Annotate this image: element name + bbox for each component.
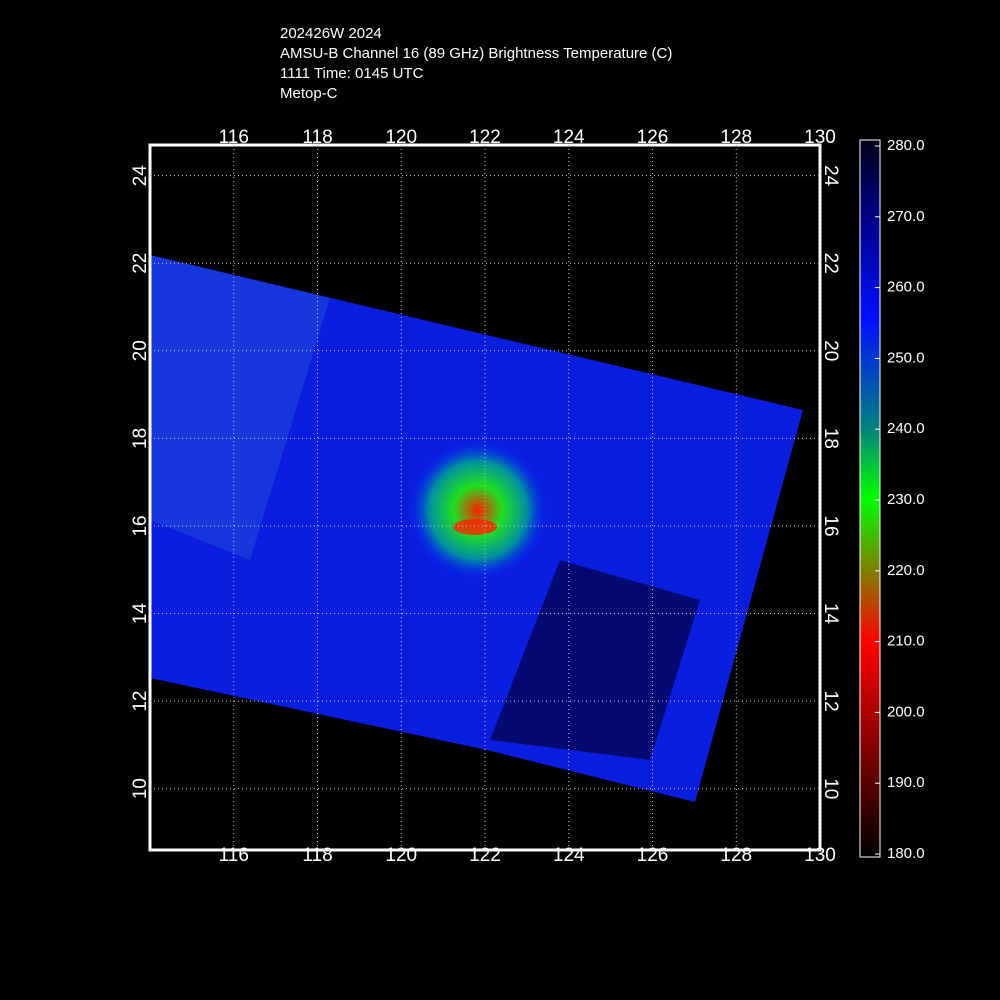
lat-tick-label: 18 [820, 428, 841, 449]
cold-area [490, 560, 700, 760]
lat-tick-label: 22 [130, 253, 151, 274]
lon-tick-label: 128 [720, 845, 752, 866]
swath-shade [150, 255, 330, 560]
lat-tick-label: 14 [820, 603, 841, 625]
lon-tick-label: 128 [720, 127, 752, 148]
colorbar-label: 270.0 [887, 208, 925, 225]
lat-tick-label: 18 [130, 428, 151, 449]
lat-tick-label: 24 [820, 165, 841, 187]
lon-tick-label: 126 [637, 127, 669, 148]
colorbar-label: 260.0 [887, 279, 925, 296]
lon-tick-label: 124 [553, 127, 585, 148]
header-line: Metop-C [280, 85, 338, 102]
lon-tick-label: 118 [302, 845, 332, 866]
colorbar-label: 240.0 [887, 420, 925, 437]
storm [408, 440, 548, 580]
lat-tick-label: 10 [130, 778, 151, 799]
lat-tick-label: 16 [820, 515, 841, 536]
colorbar-label: 210.0 [887, 633, 925, 650]
colorbar-label: 200.0 [887, 703, 925, 720]
colorbar-label: 250.0 [887, 349, 925, 366]
lon-tick-label: 120 [385, 127, 417, 148]
lon-tick-label: 120 [385, 845, 417, 866]
header-line: 202426W 2024 [280, 25, 382, 42]
storm-core [453, 519, 497, 535]
colorbar-label: 190.0 [887, 774, 925, 791]
lon-tick-label: 126 [637, 845, 669, 866]
lat-tick-label: 20 [820, 340, 841, 361]
colorbar [859, 139, 881, 858]
lon-tick-label: 122 [469, 845, 501, 866]
swath [150, 255, 803, 802]
colorbar-label: 280.0 [887, 137, 925, 154]
lon-tick-label: 124 [553, 845, 585, 866]
lat-tick-label: 12 [820, 691, 841, 712]
lon-tick-label: 118 [302, 127, 332, 148]
colorbar-label: 180.0 [887, 845, 925, 862]
header-line: AMSU-B Channel 16 (89 GHz) Brightness Te… [280, 45, 672, 62]
colorbar-label: 230.0 [887, 491, 925, 508]
lat-tick-label: 14 [130, 603, 151, 625]
lat-tick-label: 10 [820, 778, 841, 799]
header: 202426W 2024 AMSU-B Channel 16 (89 GHz) … [280, 25, 672, 102]
colorbar-label: 220.0 [887, 562, 925, 579]
lon-tick-label: 122 [469, 127, 501, 148]
lon-tick-label: 130 [804, 127, 836, 148]
lat-tick-label: 16 [130, 515, 151, 536]
lat-tick-label: 24 [130, 165, 151, 187]
lat-tick-label: 20 [130, 340, 151, 361]
lat-tick-label: 12 [130, 691, 151, 712]
lon-tick-label: 116 [219, 845, 249, 866]
lon-tick-label: 116 [219, 127, 249, 148]
header-line: 1111 Time: 0145 UTC [280, 65, 424, 82]
lon-tick-label: 130 [804, 845, 836, 866]
lat-tick-label: 22 [820, 253, 841, 274]
